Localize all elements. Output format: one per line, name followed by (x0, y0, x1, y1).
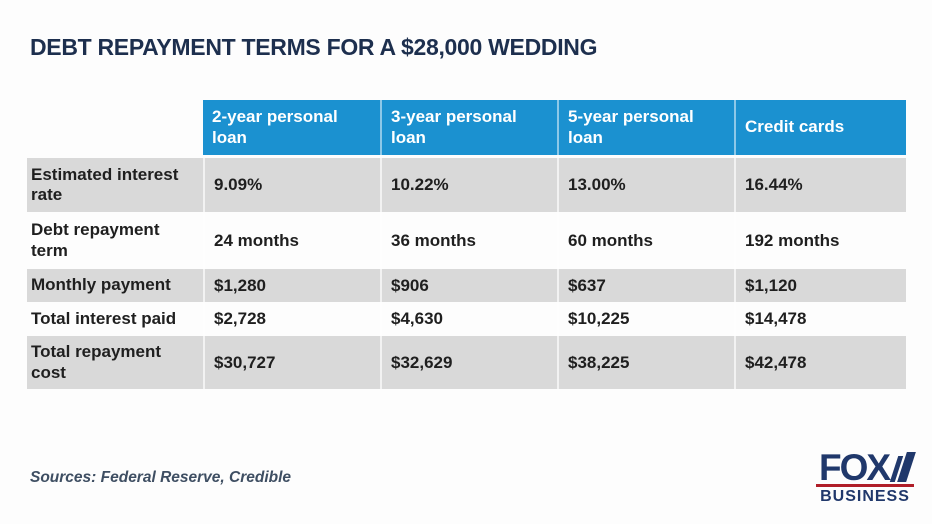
table-row-repayment-term: Debt repayment term 24 months 36 months … (27, 212, 906, 269)
table-cell: $32,629 (380, 336, 557, 389)
column-header-3yr-loan: 3-year personal loan (380, 100, 557, 155)
fox-wordmark: FOX (818, 447, 891, 488)
table-cell: $4,630 (380, 302, 557, 336)
table-header-row: 2-year personal loan 3-year personal loa… (27, 100, 906, 155)
row-label: Monthly payment (27, 269, 203, 302)
column-header-2yr-loan: 2-year personal loan (203, 100, 380, 155)
table-cell: $42,478 (734, 336, 906, 389)
table-cell: $637 (557, 269, 734, 302)
table-cell: $2,728 (203, 302, 380, 336)
table-cell: 13.00% (557, 158, 734, 212)
table-cell: 36 months (380, 212, 557, 269)
table-corner-cell (27, 100, 203, 155)
column-header-credit-cards: Credit cards (734, 100, 906, 155)
table-cell: 24 months (203, 212, 380, 269)
table-row-monthly-payment: Monthly payment $1,280 $906 $637 $1,120 (27, 269, 906, 302)
table-cell: $30,727 (203, 336, 380, 389)
page-title: DEBT REPAYMENT TERMS FOR A $28,000 WEDDI… (30, 34, 598, 60)
table-cell: $1,120 (734, 269, 906, 302)
column-header-5yr-loan: 5-year personal loan (557, 100, 734, 155)
table-cell: $906 (380, 269, 557, 302)
table-cell: $38,225 (557, 336, 734, 389)
row-label: Total interest paid (31, 308, 177, 328)
table-cell: 10.22% (380, 158, 557, 212)
table-cell: $14,478 (734, 302, 906, 336)
row-label: Debt repayment term (31, 220, 160, 260)
table-row-total-interest: Total interest paid $2,728 $4,630 $10,22… (27, 302, 906, 336)
table-cell: 60 months (557, 212, 734, 269)
business-wordmark: BUSINESS (820, 488, 910, 505)
row-label: Estimated interest rate (27, 158, 203, 212)
table-cell: 9.09% (203, 158, 380, 212)
table-row-interest-rate: Estimated interest rate 9.09% 10.22% 13.… (27, 158, 906, 212)
debt-repayment-table: 2-year personal loan 3-year personal loa… (27, 100, 906, 389)
sources-note: Sources: Federal Reserve, Credible (30, 469, 292, 486)
table-cell: 16.44% (734, 158, 906, 212)
searchlight-beams-icon (889, 452, 916, 482)
table-cell: $1,280 (203, 269, 380, 302)
table-cell: $10,225 (557, 302, 734, 336)
fox-business-logo: FOX BUSINESS (816, 447, 916, 506)
table-row-total-repayment: Total repayment cost $30,727 $32,629 $38… (27, 336, 906, 389)
logo-red-divider (816, 484, 914, 487)
table-cell: 192 months (734, 212, 906, 269)
row-label: Total repayment cost (27, 336, 203, 389)
